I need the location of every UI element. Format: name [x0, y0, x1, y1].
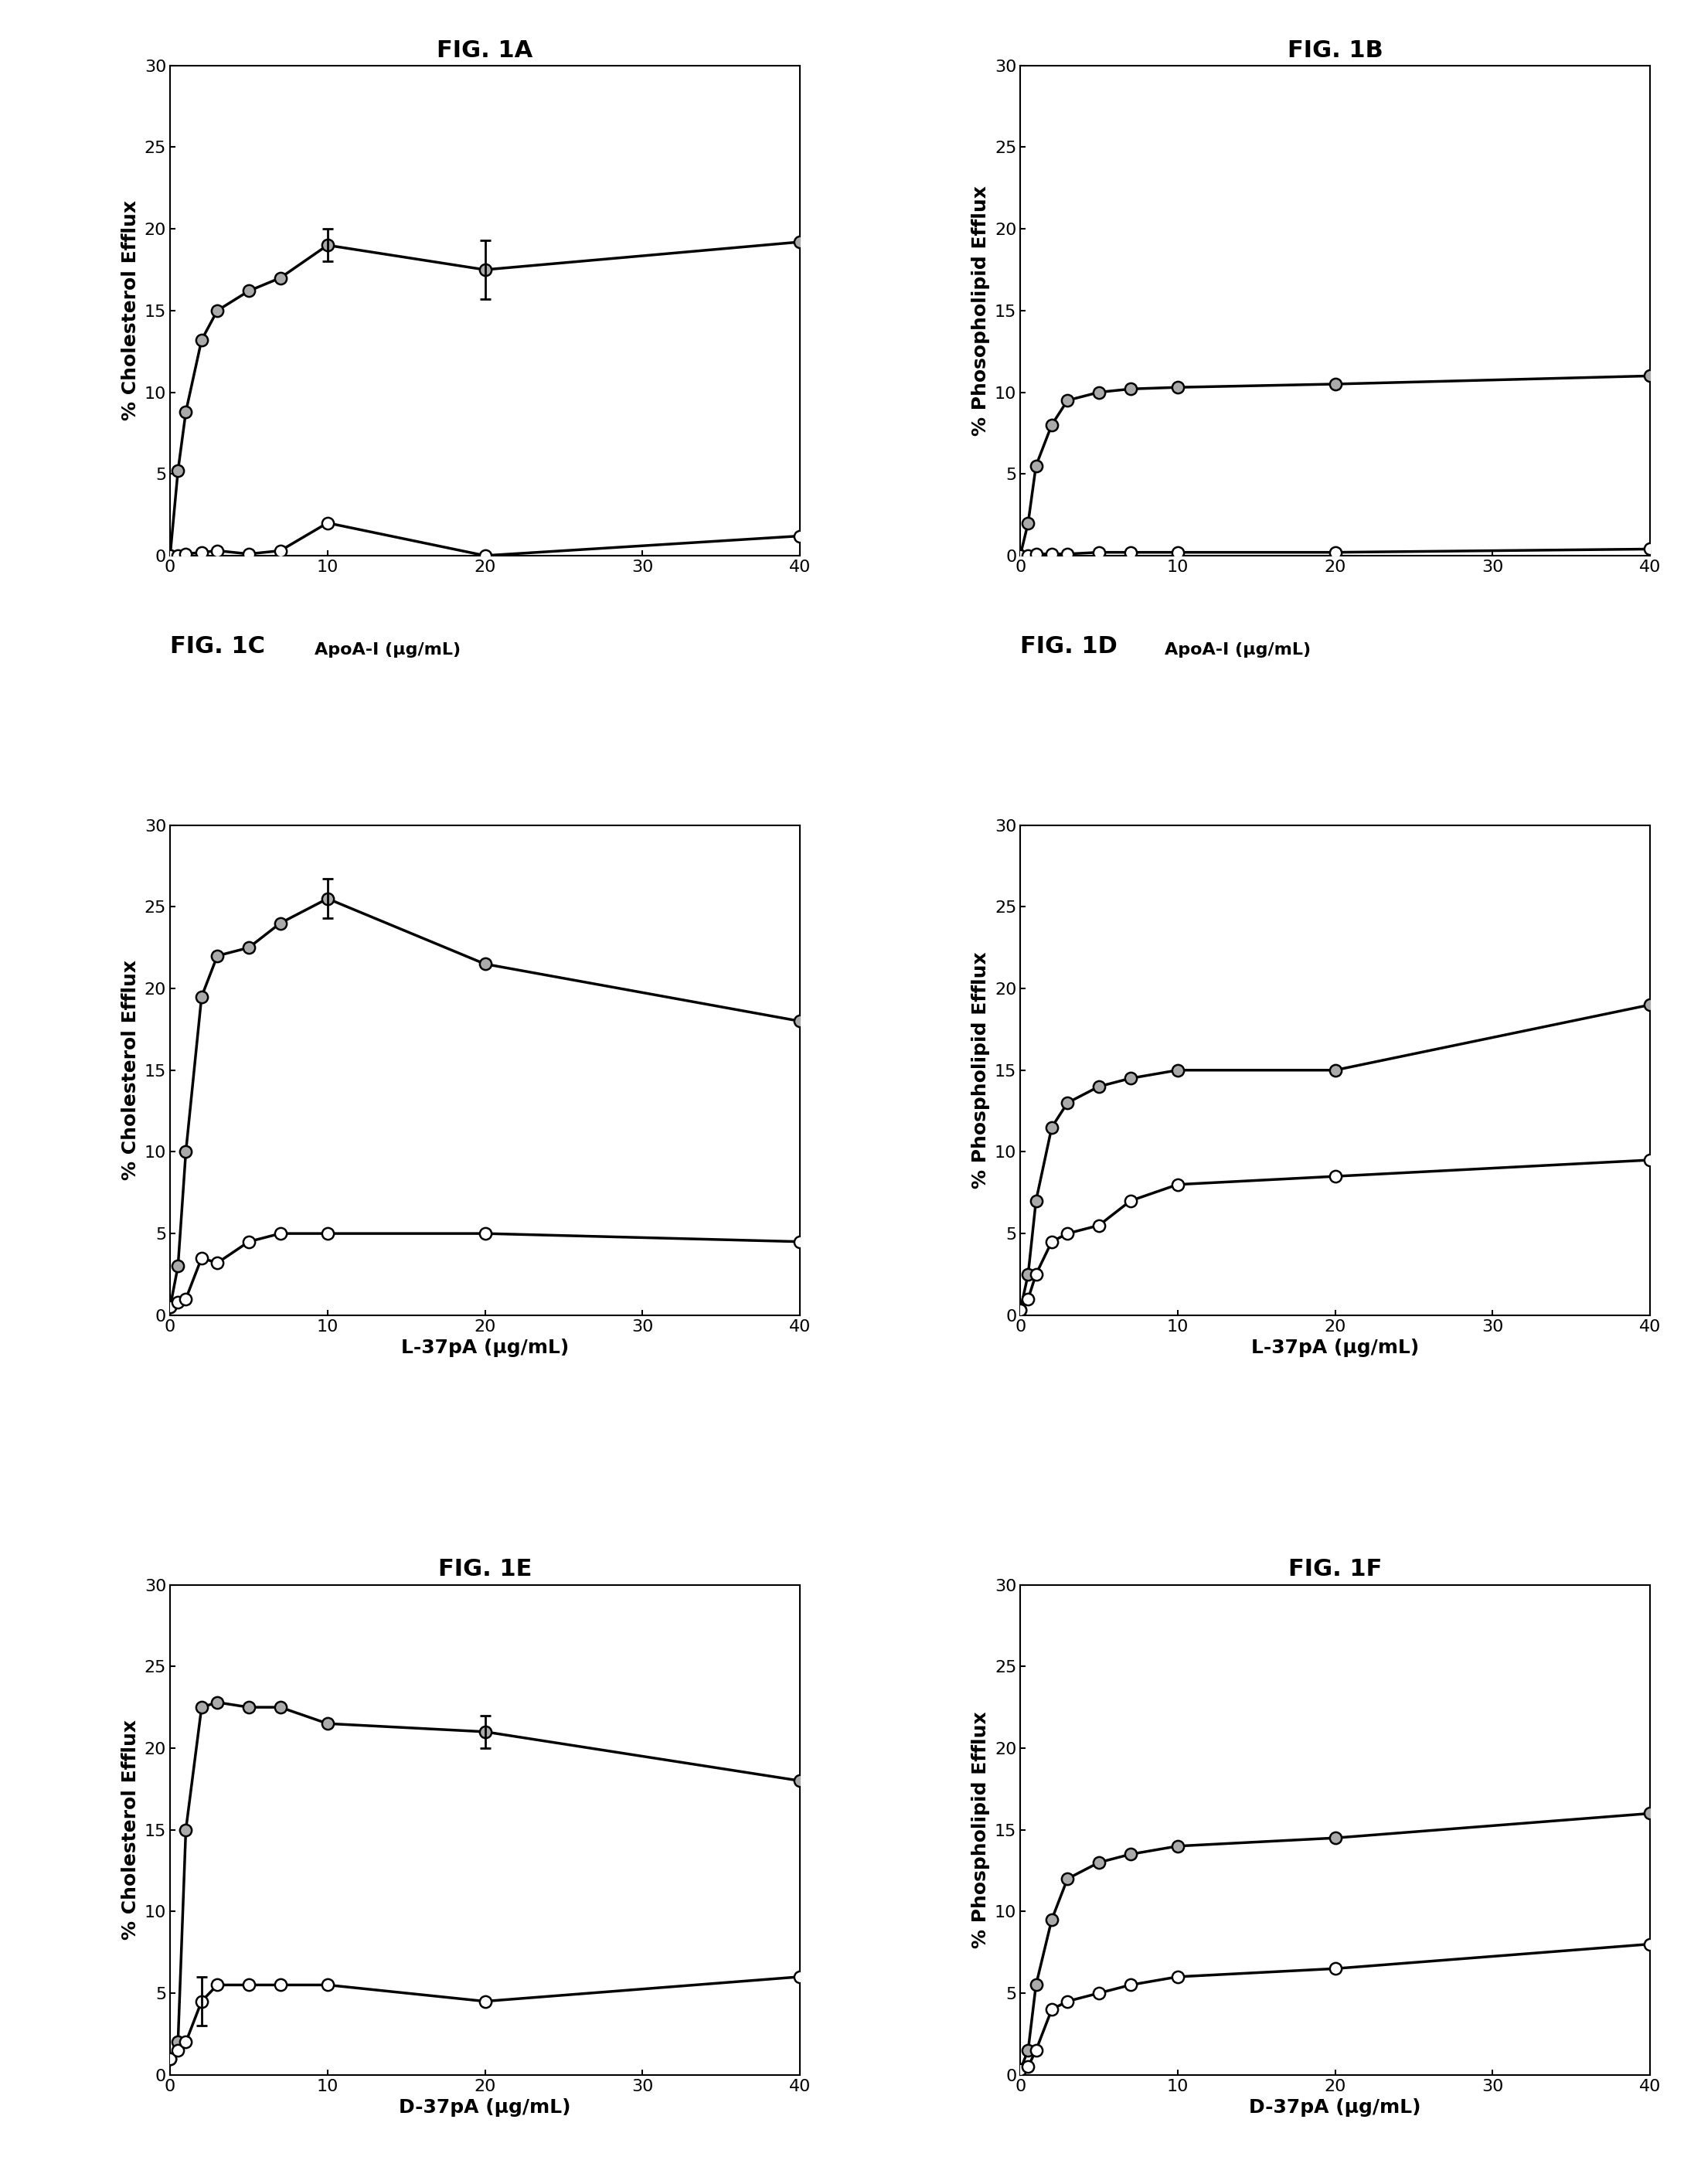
- Y-axis label: % Cholesterol Efflux: % Cholesterol Efflux: [121, 961, 139, 1179]
- Y-axis label: % Phosopholipid Efflux: % Phosopholipid Efflux: [971, 186, 990, 435]
- Title: FIG. 1A: FIG. 1A: [437, 39, 532, 61]
- Title: FIG. 1B: FIG. 1B: [1288, 39, 1383, 61]
- Y-axis label: % Cholesterol Efflux: % Cholesterol Efflux: [121, 1719, 139, 1939]
- Text: FIG. 1C: FIG. 1C: [170, 636, 265, 657]
- Y-axis label: % Phospholipid Efflux: % Phospholipid Efflux: [971, 952, 990, 1188]
- Title: FIG. 1E: FIG. 1E: [439, 1559, 532, 1581]
- Text: ApoA-I (μg/mL): ApoA-I (μg/mL): [315, 642, 461, 657]
- Text: ApoA-I (μg/mL): ApoA-I (μg/mL): [1165, 642, 1311, 657]
- Text: FIG. 1D: FIG. 1D: [1021, 636, 1118, 657]
- Title: FIG. 1F: FIG. 1F: [1288, 1559, 1381, 1581]
- Y-axis label: % Cholesterol Efflux: % Cholesterol Efflux: [121, 201, 139, 422]
- X-axis label: D-37pA (μg/mL): D-37pA (μg/mL): [1249, 2099, 1420, 2116]
- X-axis label: L-37pA (μg/mL): L-37pA (μg/mL): [1252, 1339, 1419, 1356]
- X-axis label: D-37pA (μg/mL): D-37pA (μg/mL): [400, 2099, 572, 2116]
- Y-axis label: % Phospholipid Efflux: % Phospholipid Efflux: [971, 1712, 990, 1948]
- X-axis label: L-37pA (μg/mL): L-37pA (μg/mL): [401, 1339, 568, 1356]
